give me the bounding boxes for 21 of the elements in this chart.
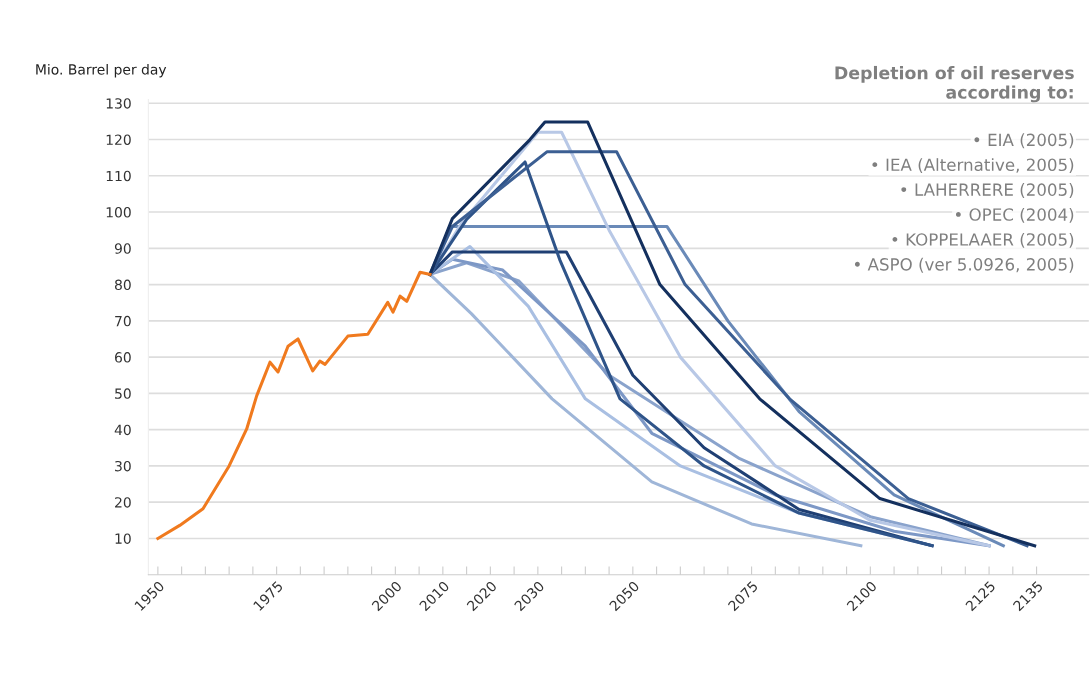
y-tick-label: 80 bbox=[114, 279, 131, 291]
y-tick-label: 90 bbox=[114, 243, 131, 254]
y-tick-label: 30 bbox=[115, 460, 131, 472]
y-tick-label: 130 bbox=[106, 98, 131, 109]
y-tick-label: 50 bbox=[115, 388, 131, 399]
annotation: • EIA (2005) bbox=[974, 133, 1074, 149]
y-tick-label: 40 bbox=[114, 424, 131, 436]
y-tick-label: 110 bbox=[106, 170, 131, 182]
y-tick-label: 100 bbox=[106, 207, 131, 218]
annotation: • KOPPELAAER (2005) bbox=[892, 232, 1074, 248]
y-axis-title: Mio. Barrel per day bbox=[36, 63, 167, 78]
y-tick-label: 10 bbox=[115, 533, 131, 544]
annotation: • OPEC (2004) bbox=[955, 207, 1074, 223]
annotation: • LAHERRERE (2005) bbox=[901, 183, 1074, 198]
y-tick-label: 70 bbox=[115, 315, 131, 327]
chart-title: Depletion of oil reserves according to: bbox=[835, 65, 1074, 103]
annotation: • IEA (Alternative, 2005) bbox=[872, 158, 1074, 174]
annotation: • ASPO (ver 5.0926, 2005) bbox=[854, 257, 1074, 273]
y-tick-label: 120 bbox=[106, 134, 131, 145]
y-tick-label: 60 bbox=[115, 352, 131, 363]
y-tick-label: 20 bbox=[115, 497, 131, 508]
